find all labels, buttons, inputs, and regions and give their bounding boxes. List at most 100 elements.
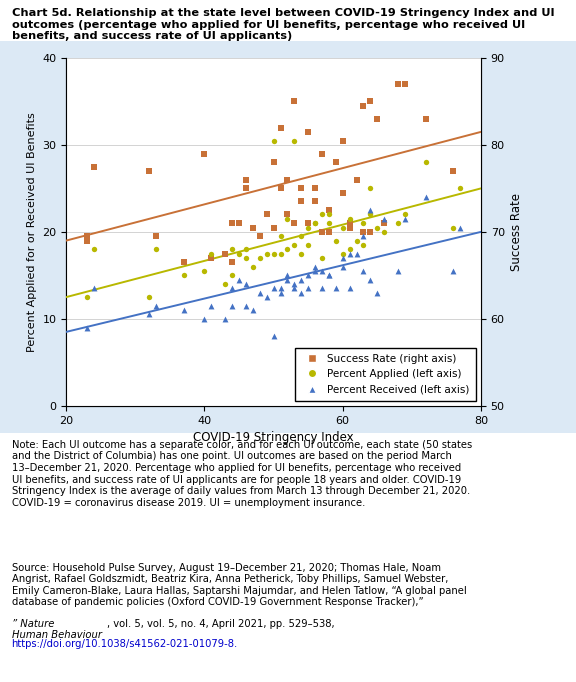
Point: [317, 148, 327, 159]
Point: [317, 283, 327, 294]
Point: [449, 265, 458, 276]
Point: [269, 222, 278, 233]
Point: [297, 274, 306, 285]
Point: [269, 157, 278, 168]
Point: [207, 248, 216, 259]
Text: Note: Each UI outcome has a separate color, and for each UI outcome, each state : Note: Each UI outcome has a separate col…: [12, 440, 472, 508]
Point: [304, 270, 313, 281]
Point: [456, 222, 465, 233]
Point: [89, 283, 98, 294]
Point: [290, 278, 299, 289]
Point: [421, 192, 430, 203]
Point: [283, 274, 292, 285]
Point: [352, 248, 361, 259]
Point: [359, 231, 368, 241]
Point: [331, 283, 340, 294]
Point: [255, 231, 264, 241]
Point: [345, 218, 354, 228]
Point: [317, 252, 327, 263]
Point: [359, 100, 368, 111]
Point: [310, 183, 320, 194]
Point: [324, 218, 334, 228]
Point: [393, 265, 403, 276]
Point: [449, 222, 458, 233]
Point: [228, 270, 237, 281]
Point: [310, 261, 320, 272]
Point: [345, 248, 354, 259]
Point: [366, 96, 375, 107]
Text: Chart 5d. Relationship at the state level between COVID-19 Stringency Index and : Chart 5d. Relationship at the state leve…: [12, 8, 554, 42]
Point: [373, 113, 382, 124]
Point: [297, 183, 306, 194]
Point: [290, 135, 299, 146]
Point: [400, 78, 410, 89]
Point: [248, 222, 257, 233]
Point: [228, 218, 237, 228]
Point: [221, 313, 230, 324]
Text: Source: Household Pulse Survey, August 19–December 21, 2020; Thomas Hale, Noam
A: Source: Household Pulse Survey, August 1…: [12, 563, 466, 608]
Point: [151, 243, 161, 254]
Point: [366, 183, 375, 194]
Point: [82, 235, 92, 246]
Point: [310, 265, 320, 276]
Point: [317, 226, 327, 237]
Y-axis label: Percent Applied for or Received UI Benefits: Percent Applied for or Received UI Benef…: [27, 112, 37, 352]
Point: [304, 239, 313, 250]
Point: [241, 183, 251, 194]
Point: [200, 313, 209, 324]
Point: [304, 126, 313, 137]
Point: [262, 209, 271, 220]
Point: [297, 231, 306, 241]
Point: [290, 218, 299, 228]
Point: [456, 183, 465, 194]
Point: [276, 283, 285, 294]
Point: [310, 218, 320, 228]
Point: [380, 226, 389, 237]
Point: [400, 213, 410, 224]
Point: [248, 261, 257, 272]
Point: [276, 248, 285, 259]
Point: [241, 243, 251, 254]
Point: [359, 226, 368, 237]
Point: [234, 218, 244, 228]
Point: [200, 148, 209, 159]
Point: [380, 218, 389, 228]
Point: [366, 205, 375, 216]
Point: [366, 209, 375, 220]
Point: [317, 265, 327, 276]
Point: [89, 243, 98, 254]
Point: [304, 218, 313, 228]
Point: [228, 257, 237, 268]
Point: [366, 226, 375, 237]
Point: [297, 196, 306, 207]
Point: [338, 261, 347, 272]
Legend: Success Rate (right axis), Percent Applied (left axis), Percent Received (left a: Success Rate (right axis), Percent Appli…: [295, 348, 476, 400]
Point: [207, 252, 216, 263]
Point: [338, 135, 347, 146]
Point: [276, 183, 285, 194]
Y-axis label: Success Rate: Success Rate: [510, 193, 524, 271]
Point: [400, 209, 410, 220]
Point: [359, 218, 368, 228]
Text: , vol. 5, vol. 5, no. 4, April 2021, pp. 529–538,: , vol. 5, vol. 5, no. 4, April 2021, pp.…: [107, 619, 334, 629]
Point: [151, 300, 161, 311]
Point: [200, 265, 209, 276]
X-axis label: COVID-19 Stringency Index: COVID-19 Stringency Index: [194, 431, 354, 444]
Point: [373, 287, 382, 298]
Point: [324, 226, 334, 237]
Point: [304, 222, 313, 233]
Point: [234, 274, 244, 285]
Point: [145, 292, 154, 303]
Point: [331, 235, 340, 246]
Point: [241, 252, 251, 263]
Point: [310, 196, 320, 207]
Point: [221, 278, 230, 289]
Point: [366, 274, 375, 285]
Point: [290, 239, 299, 250]
Point: [82, 231, 92, 241]
Point: [179, 305, 188, 316]
Point: [380, 213, 389, 224]
Point: [276, 287, 285, 298]
Point: [255, 287, 264, 298]
Point: [276, 231, 285, 241]
